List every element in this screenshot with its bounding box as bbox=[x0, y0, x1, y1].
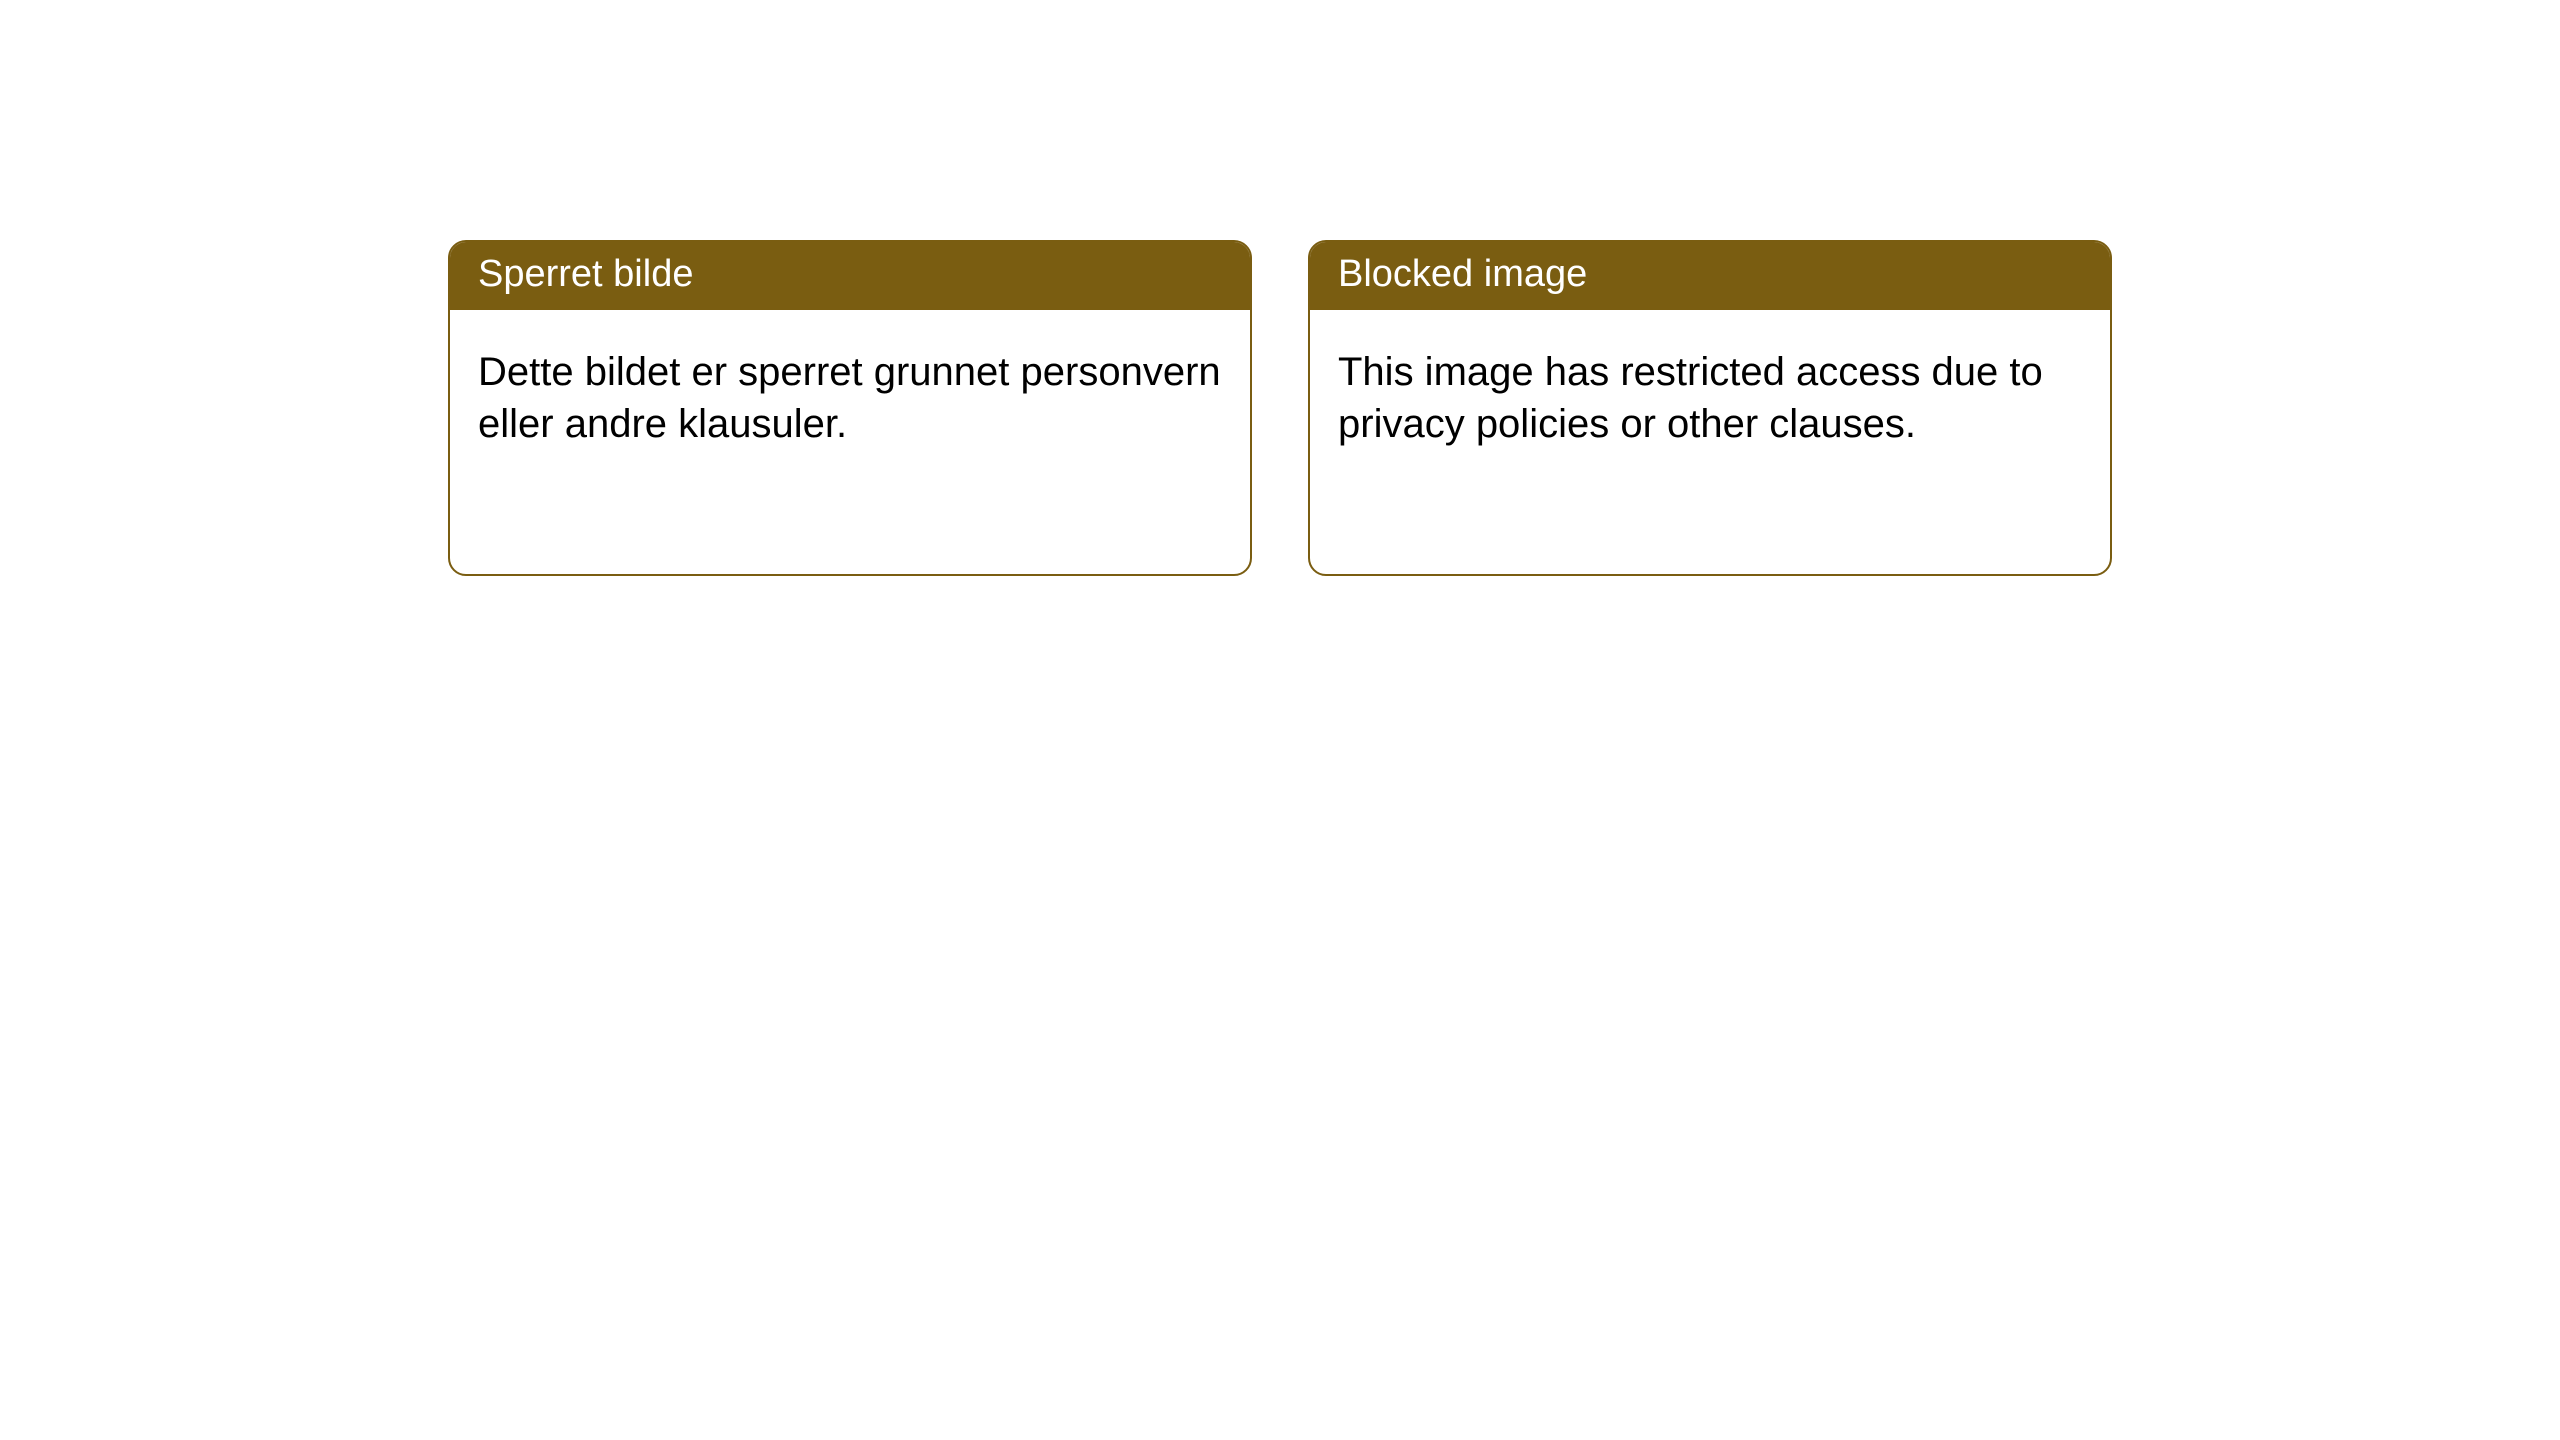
notice-card-body: Dette bildet er sperret grunnet personve… bbox=[450, 310, 1250, 486]
notice-container: Sperret bilde Dette bildet er sperret gr… bbox=[0, 0, 2560, 576]
notice-card-title: Blocked image bbox=[1310, 242, 2110, 310]
notice-card-body: This image has restricted access due to … bbox=[1310, 310, 2110, 486]
notice-card-title: Sperret bilde bbox=[450, 242, 1250, 310]
notice-card-english: Blocked image This image has restricted … bbox=[1308, 240, 2112, 576]
notice-card-norwegian: Sperret bilde Dette bildet er sperret gr… bbox=[448, 240, 1252, 576]
